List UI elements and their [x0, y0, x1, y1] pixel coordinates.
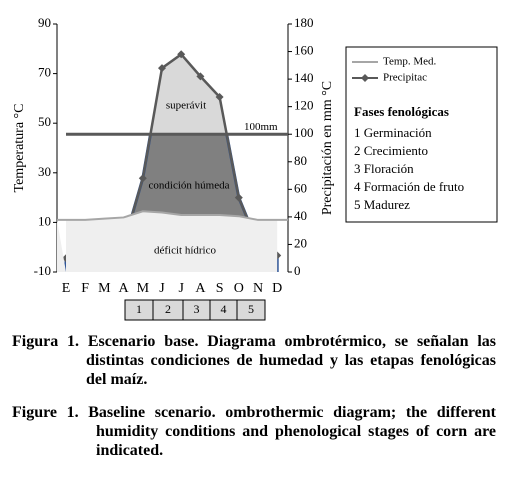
y-tick-label: 10 [38, 213, 51, 228]
legend-phase: 5 Madurez [354, 197, 410, 212]
x-tick-label: M [137, 281, 150, 296]
y-tick-label: 90 [38, 15, 51, 30]
legend-label: Temp. Med. [383, 56, 437, 68]
y2-tick-label: 40 [294, 208, 307, 223]
phase-label: 4 [221, 302, 227, 316]
series-marker [138, 174, 147, 183]
x-tick-label: A [195, 281, 206, 296]
legend-box [345, 46, 498, 223]
x-tick-label: M [98, 281, 111, 296]
y2-tick-label: 180 [294, 15, 314, 30]
x-tick-label: E [62, 281, 71, 296]
legend-phase: 3 Floración [354, 161, 414, 176]
caption-en: Figure 1. Baseline scenario. ombrothermi… [12, 404, 496, 459]
phase-label: 1 [136, 302, 142, 316]
legend-phase: 1 Germinación [354, 125, 432, 140]
annotation: condición húmeda [149, 180, 230, 192]
legend-marker [361, 74, 369, 82]
chart: -10 10 30 50 70 90 0 20 40 60 80 100 120 140 160 180 Tem… [12, 15, 498, 321]
deficit-area [57, 211, 278, 272]
y-tick-label: 70 [38, 65, 51, 80]
series-marker [196, 72, 205, 81]
y2-tick-label: 80 [294, 153, 307, 168]
x-tick-label: A [119, 281, 130, 296]
legend-phase: 4 Formación de fruto [354, 179, 464, 194]
y-tick-label: 30 [38, 164, 51, 179]
y2-tick-label: 0 [294, 263, 301, 278]
phase-box [236, 299, 266, 321]
x-tick-label: F [81, 281, 89, 296]
caption-es: Figura 1. Escenario base. Diagrama ombro… [12, 333, 496, 388]
reference-label: 100mm [244, 121, 278, 133]
annotation: superávit [166, 100, 206, 112]
series-marker [234, 193, 243, 202]
y2-tick-label: 60 [294, 180, 307, 195]
y2-axis-label: Precipitación en mm °C [320, 81, 335, 215]
series-marker [177, 50, 186, 59]
y-axis-label: Temperatura °C [12, 104, 27, 193]
legend-title: Fases fenológicas [354, 104, 449, 119]
y2-tick-label: 140 [294, 70, 314, 85]
x-tick-label: J [159, 281, 165, 296]
phase-label: 5 [248, 302, 254, 316]
series-line [57, 210, 288, 221]
y-tick-label: -10 [34, 263, 51, 278]
y2-tick-label: 120 [294, 98, 314, 113]
x-tick-label: S [216, 281, 224, 296]
x-tick-label: N [253, 281, 263, 296]
y2-tick-label: 160 [294, 43, 314, 58]
phase-label: 2 [165, 302, 171, 316]
legend-phase: 2 Crecimiento [354, 143, 428, 158]
legend-label: Precipitac [383, 72, 427, 84]
x-tick-label: J [178, 281, 184, 296]
phase-label: 3 [194, 302, 200, 316]
y2-tick-label: 20 [294, 235, 307, 250]
series-marker [158, 64, 166, 73]
x-tick-label: O [234, 281, 244, 296]
series-marker [215, 93, 224, 102]
annotation: déficit hídrico [154, 245, 217, 257]
y-tick-label: 50 [38, 114, 51, 129]
y2-tick-label: 100 [294, 125, 314, 140]
x-tick-label: D [272, 281, 282, 296]
